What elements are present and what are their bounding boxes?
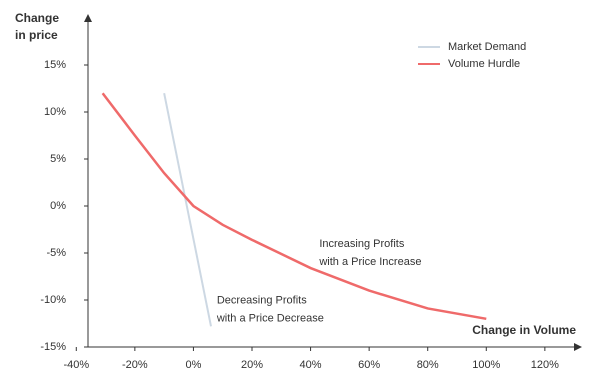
y-tick-label: -5% bbox=[46, 247, 66, 259]
x-tick-label: 80% bbox=[417, 359, 439, 371]
x-tick-label: 100% bbox=[472, 359, 500, 371]
y-tick-label: 0% bbox=[50, 200, 66, 212]
x-tick-label: 120% bbox=[531, 359, 559, 371]
y-tick-label: 5% bbox=[50, 153, 66, 165]
x-tick-label: 20% bbox=[241, 359, 263, 371]
x-tick-label: 0% bbox=[185, 359, 201, 371]
annotation: with a Price Increase bbox=[318, 256, 421, 268]
x-tick-label: -20% bbox=[122, 359, 148, 371]
line bbox=[163, 93, 212, 327]
y-tick-label: 15% bbox=[44, 59, 66, 71]
x-tick-label: 40% bbox=[300, 359, 322, 371]
y-axis-arrow bbox=[84, 14, 92, 22]
x-tick-label: 60% bbox=[358, 359, 380, 371]
y-axis-title: Change bbox=[15, 11, 59, 25]
y-axis-title: in price bbox=[15, 28, 58, 42]
x-axis-arrow bbox=[574, 343, 582, 351]
annotation: Increasing Profits bbox=[319, 238, 404, 250]
x-tick-label: -40% bbox=[63, 359, 89, 371]
y-tick-label: -15% bbox=[40, 341, 66, 353]
annotation: Decreasing Profits bbox=[217, 294, 307, 306]
y-tick-label: -10% bbox=[40, 294, 66, 306]
y-tick-label: 10% bbox=[44, 106, 66, 118]
legend-label: Market Demand bbox=[448, 41, 526, 53]
x-axis-title: Change in Volume bbox=[472, 323, 576, 337]
line bbox=[101, 92, 487, 321]
legend-label: Volume Hurdle bbox=[448, 58, 520, 70]
annotation: with a Price Decrease bbox=[216, 312, 324, 324]
